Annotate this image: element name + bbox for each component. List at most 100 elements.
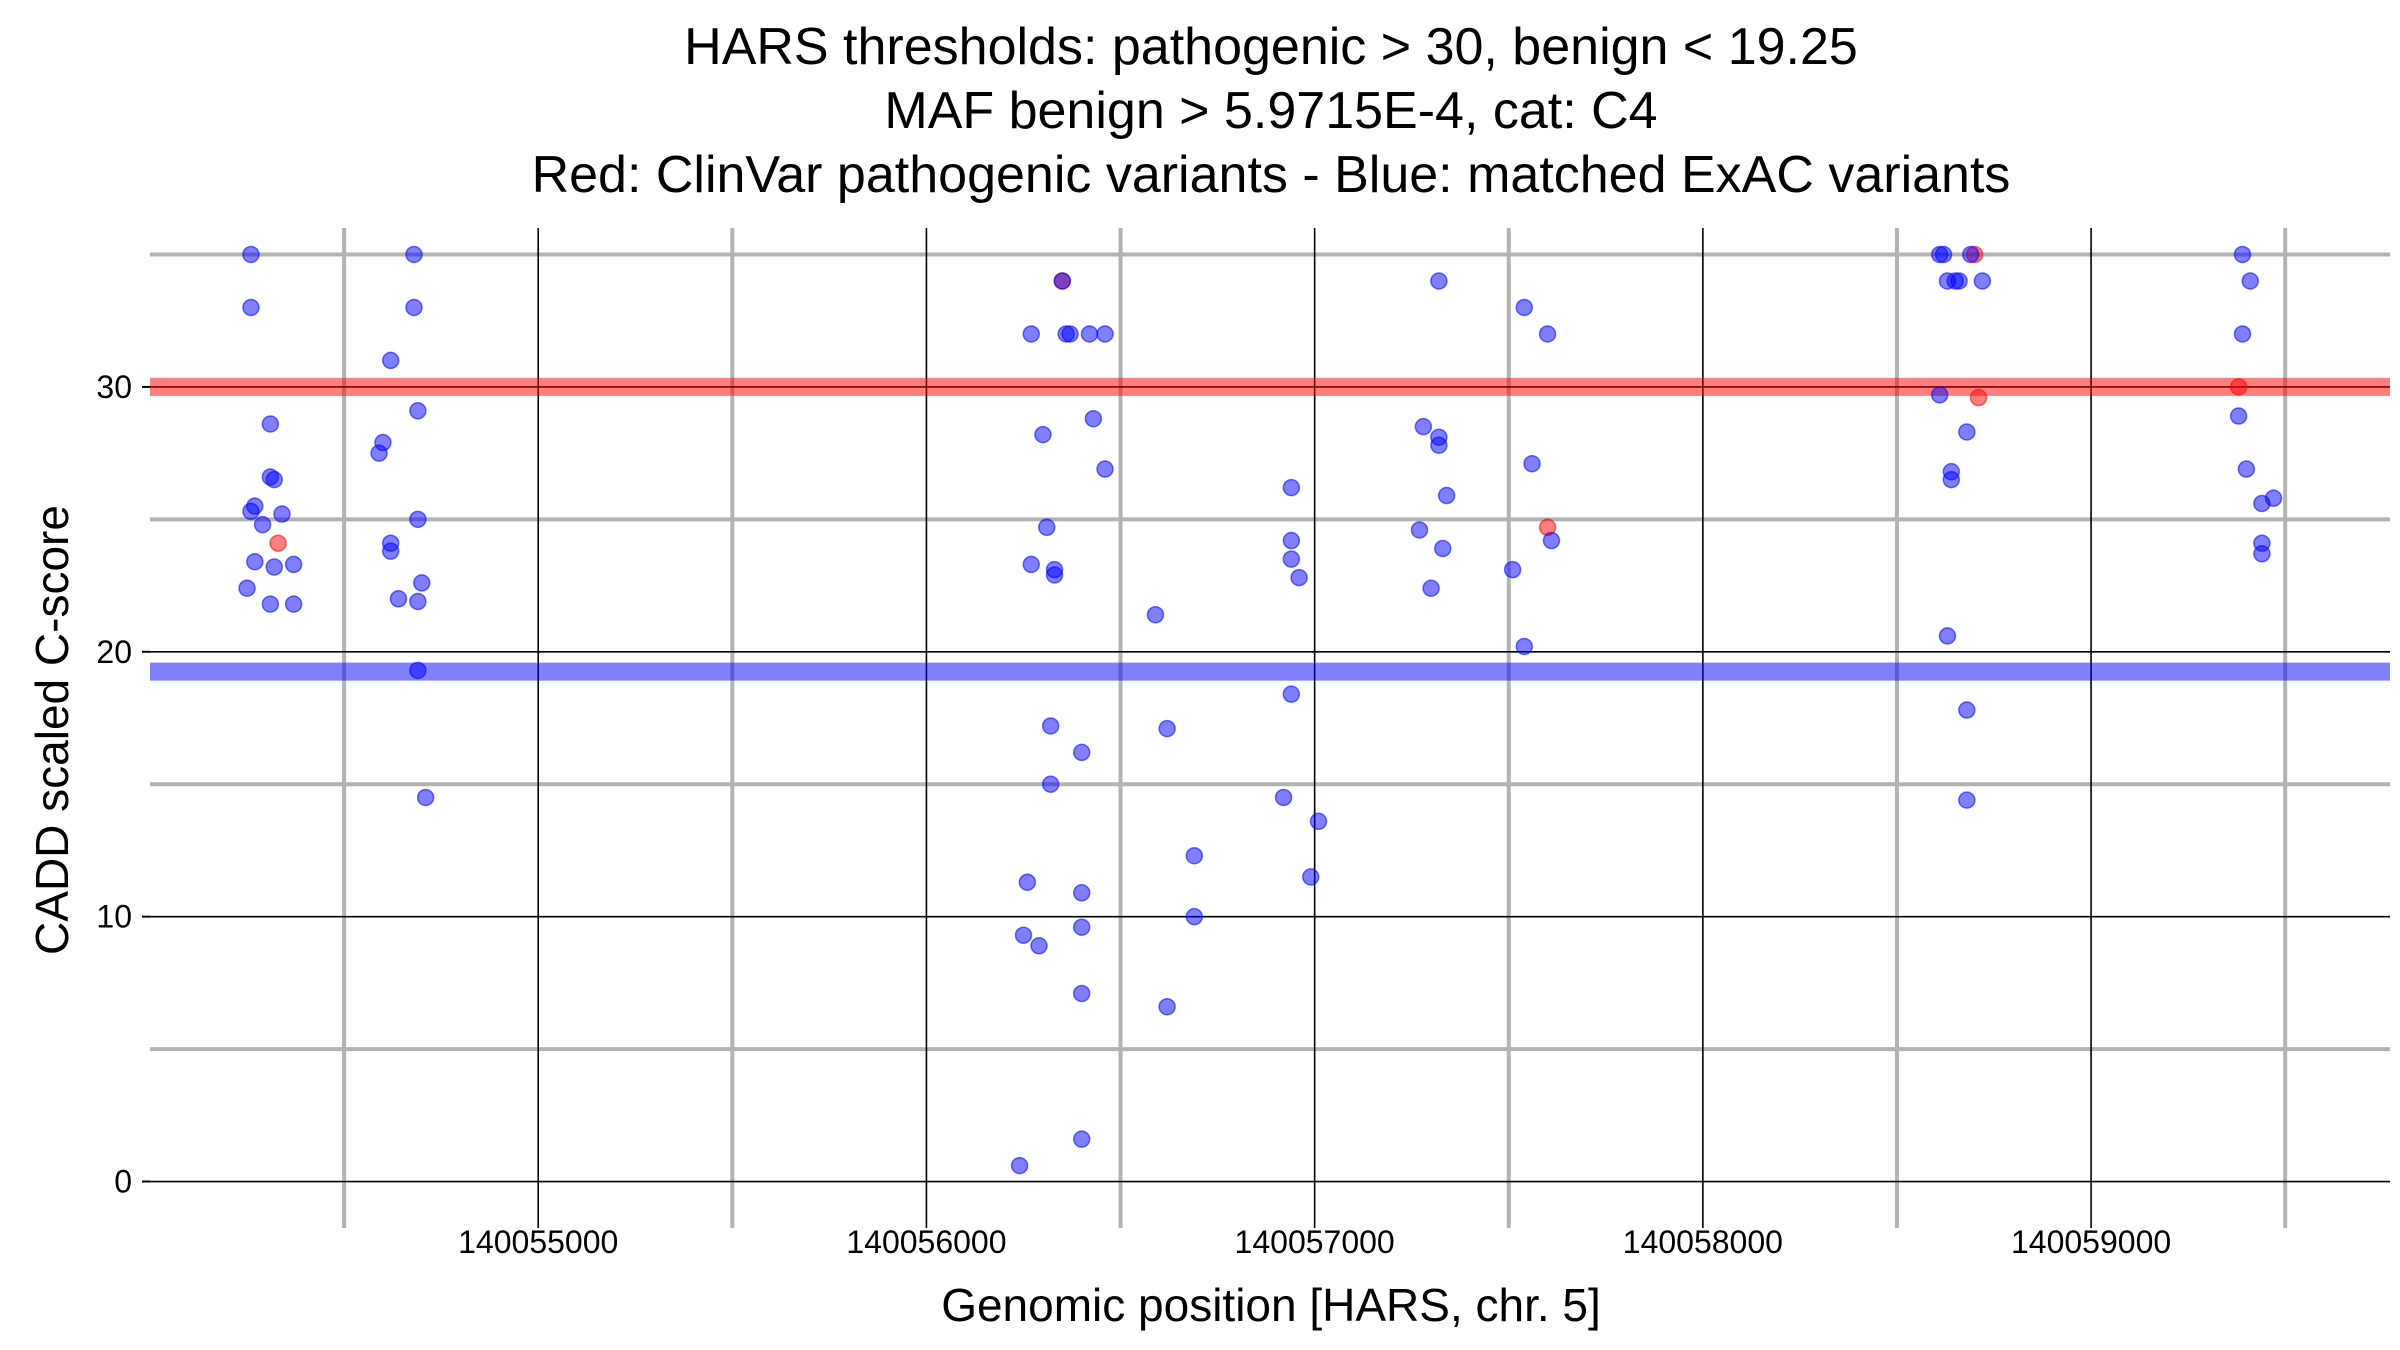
data-point-s1-86 [1973, 272, 1992, 290]
data-point-s1-71 [1410, 521, 1429, 539]
data-point-s1-4 [265, 470, 283, 489]
data-point-s1-76 [1523, 454, 1541, 473]
y-tick-label-2: 20 [96, 634, 132, 670]
data-point-s1-91 [1938, 627, 1957, 645]
data-point-s1-42 [1041, 717, 1060, 735]
data-point-s1-8 [273, 505, 291, 523]
data-point-s1-48 [1072, 884, 1091, 902]
data-point-s1-24 [413, 574, 431, 592]
data-point-s1-60 [1282, 550, 1301, 568]
data-point-s1-78 [1503, 560, 1522, 579]
y-tick-label-0: 0 [114, 1164, 132, 1200]
data-point-s0-5 [2229, 378, 2248, 396]
data-point-s1-90 [1942, 470, 1961, 489]
data-point-s1-74 [1515, 298, 1534, 317]
data-point-s1-11 [284, 555, 303, 574]
data-point-s1-29 [1053, 272, 1072, 290]
data-point-s1-44 [1041, 775, 1060, 793]
data-point-s1-65 [1302, 868, 1320, 886]
data-point-s1-15 [405, 245, 423, 264]
x-tick-label-1: 140056000 [846, 1224, 1006, 1260]
data-point-s1-85 [1950, 272, 1968, 290]
data-point-s1-23 [409, 510, 427, 529]
title-line-3: Red: ClinVar pathogenic variants - Blue:… [532, 146, 2011, 204]
data-point-s1-50 [1014, 926, 1033, 944]
data-point-s1-6 [246, 497, 264, 515]
data-point-s1-7 [253, 515, 272, 534]
data-point-s1-47 [1018, 873, 1037, 891]
data-point-s1-51 [1030, 937, 1048, 955]
data-point-s1-37 [1096, 460, 1114, 478]
data-point-s1-102 [2253, 545, 2271, 563]
data-point-s1-27 [409, 661, 427, 680]
data-point-s1-92 [1958, 701, 1976, 719]
title-line-1: HARS thresholds: pathogenic > 30, benign… [684, 18, 1858, 76]
data-point-s1-30 [1022, 325, 1040, 343]
data-point-s1-100 [2253, 494, 2271, 513]
data-point-s1-72 [1434, 539, 1452, 558]
data-point-s1-73 [1422, 579, 1440, 597]
data-point-s1-93 [1958, 791, 1976, 809]
data-point-s1-18 [409, 402, 427, 420]
x-tick-label-3: 140058000 [1623, 1224, 1783, 1260]
data-point-s0-4 [1969, 388, 1988, 407]
data-point-s1-22 [381, 542, 400, 560]
data-point-s1-14 [284, 595, 303, 613]
data-point-s1-79 [1515, 637, 1534, 656]
data-point-s1-62 [1282, 685, 1301, 703]
data-point-s1-43 [1072, 743, 1091, 762]
data-point-s1-32 [1061, 325, 1079, 343]
title-line-2: MAF benign > 5.9715E-4, cat: C4 [884, 82, 1657, 140]
data-point-s0-0 [269, 534, 287, 552]
data-points [238, 245, 2283, 1175]
data-point-s1-97 [2229, 407, 2248, 425]
chart-title: HARS thresholds: pathogenic > 30, benign… [532, 18, 2011, 204]
data-point-s1-38 [1038, 518, 1056, 537]
x-tick-label-0: 140055000 [458, 1224, 618, 1260]
data-point-s1-82 [1961, 245, 1980, 264]
y-tick-label-1: 10 [96, 899, 132, 935]
data-point-s1-49 [1072, 918, 1091, 936]
data-point-s1-63 [1274, 788, 1293, 807]
y-axis-label: CADD scaled C-score [26, 505, 78, 955]
data-point-s1-16 [405, 298, 423, 317]
data-point-s1-41 [1045, 566, 1064, 584]
data-point-s1-58 [1282, 478, 1301, 497]
data-point-s1-88 [1958, 423, 1976, 441]
data-point-s1-54 [1185, 846, 1204, 865]
data-point-s1-75 [1538, 325, 1557, 343]
data-point-s1-10 [265, 558, 283, 576]
threshold-lines [150, 377, 2390, 681]
data-point-s1-87 [1930, 386, 1949, 404]
data-point-s1-66 [1430, 272, 1448, 290]
data-point-s1-45 [1146, 605, 1165, 624]
data-point-s1-39 [1022, 555, 1040, 574]
x-tick-label-4: 140059000 [2011, 1224, 2171, 1260]
data-point-s1-25 [389, 590, 408, 608]
data-point-s1-61 [1290, 568, 1308, 587]
data-point-s1-57 [1072, 1130, 1091, 1148]
data-point-s1-34 [1096, 325, 1114, 343]
data-point-s1-94 [2233, 245, 2252, 264]
data-point-s1-55 [1185, 907, 1204, 926]
data-point-s1-95 [2241, 272, 2259, 290]
data-point-s1-52 [1072, 984, 1091, 1003]
data-point-s1-67 [1414, 417, 1433, 436]
axes: 0 10 20 30 140055000 140056000 140057000 140058… [96, 369, 2171, 1260]
data-point-s1-13 [261, 595, 280, 613]
data-point-s1-98 [2237, 460, 2256, 478]
data-point-s1-28 [416, 788, 435, 807]
data-point-s1-81 [1934, 245, 1953, 264]
data-point-s1-2 [261, 415, 280, 433]
data-point-s1-46 [1158, 719, 1176, 738]
x-axis-label: Genomic position [HARS, chr. 5] [941, 1279, 1601, 1331]
data-point-s1-96 [2233, 325, 2252, 343]
data-point-s1-20 [370, 444, 388, 462]
data-point-s1-12 [238, 579, 256, 597]
data-point-s1-9 [246, 552, 264, 571]
data-point-s1-64 [1309, 812, 1328, 831]
x-tick-label-2: 140057000 [1235, 1224, 1395, 1260]
data-point-s1-0 [242, 245, 260, 264]
data-point-s1-56 [1010, 1156, 1029, 1175]
